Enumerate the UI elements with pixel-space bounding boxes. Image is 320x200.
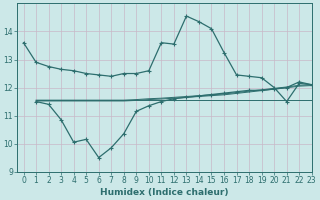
X-axis label: Humidex (Indice chaleur): Humidex (Indice chaleur) xyxy=(100,188,229,197)
